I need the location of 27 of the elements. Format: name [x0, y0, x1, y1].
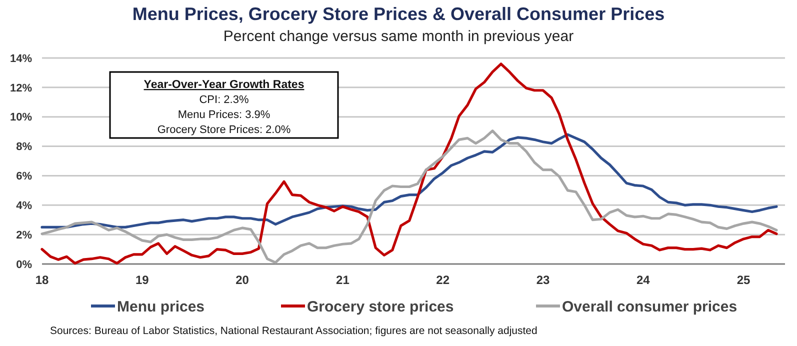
y-tick-label: 12%	[10, 82, 32, 94]
chart-subtitle: Percent change versus same month in previous year	[223, 28, 574, 45]
annotation: Menu Prices: 3.9%	[178, 109, 270, 121]
source-note: Sources: Bureau of Labor Statistics, National Restaurant Association; figures are not seasonally adjusted	[50, 325, 538, 337]
y-tick-label: 14%	[10, 52, 32, 65]
x-tick-label: 23	[536, 273, 550, 287]
x-tick-label: 20	[236, 273, 250, 287]
x-tick-label: 19	[135, 273, 150, 287]
annotation: Grocery Store Prices: 2.0%	[157, 124, 291, 136]
legend-label: Overall consumer prices	[562, 298, 738, 316]
line-series	[40, 62, 778, 265]
y-tick-label: 10%	[10, 112, 32, 124]
y-tick-label: 2%	[16, 229, 32, 242]
legend-label: Grocery store prices	[307, 298, 454, 316]
y-tick-label: 6%	[16, 170, 32, 183]
x-tick-label: 18	[35, 273, 49, 287]
x-tick-label: 21	[336, 273, 350, 287]
y-tick-label: 0%	[16, 258, 32, 271]
x-tick-label: 24	[636, 273, 650, 287]
x-tick-label: 22	[436, 273, 450, 287]
legend-label: Menu prices	[117, 298, 205, 316]
x-tick-label: 25	[736, 273, 751, 287]
y-tick-label: 4%	[16, 200, 32, 212]
chart-title: Menu Prices, Grocery Store Prices & Overall Consumer Prices	[132, 4, 665, 24]
y-tick-label: 8%	[16, 141, 32, 154]
annotation: Year-Over-Year Growth Rates	[144, 79, 304, 91]
annotation: CPI: 2.3%	[199, 94, 249, 106]
